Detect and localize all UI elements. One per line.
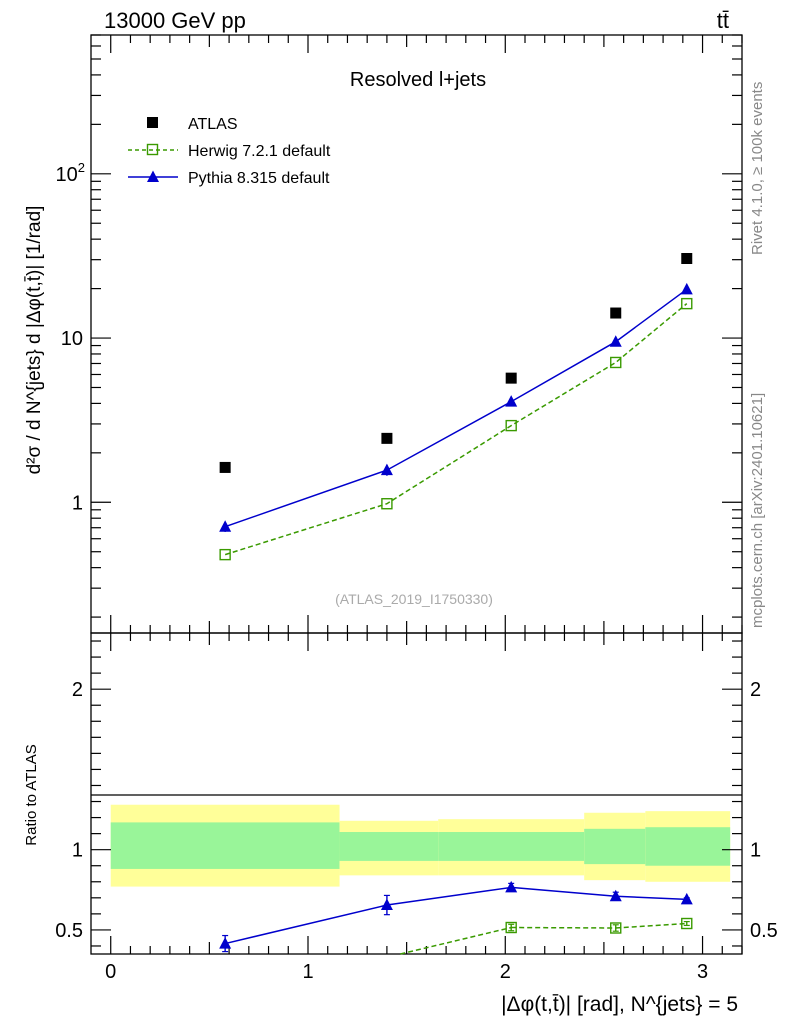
main-y-tick-labels: 1 10 102 (56, 160, 85, 514)
ratio-band-green (339, 832, 439, 861)
ratio-series-line (224, 886, 687, 945)
ratio-band-green (645, 827, 731, 866)
ratio-y-tick-label-right: 2 (750, 679, 761, 701)
main-marker-pythia (380, 463, 393, 476)
main-series-line (224, 303, 688, 556)
main-y-tick-label: 10 (61, 328, 83, 350)
main-title: Resolved l+jets (350, 69, 486, 91)
legend: ATLAS Herwig 7.2.1 default Pythia 8.315 … (128, 116, 331, 187)
ratio-series-lines (224, 886, 687, 955)
ratio-y-tick-label-right: 1 (750, 840, 761, 862)
process-label: tt̄ (717, 8, 729, 33)
ratio-plot-frame (90, 632, 743, 955)
x-tick-label: 1 (302, 961, 313, 983)
main-marker-atlas (381, 432, 393, 444)
x-tick-label: 3 (697, 961, 708, 983)
ratio-y-tick-labels: 0.5 0.5 1 1 2 2 (55, 679, 778, 942)
x-axis-label: |Δφ(t,t̄)| [rad], N^{jets} = 5 (501, 993, 738, 1016)
ratio-band-green (438, 832, 585, 861)
main-y-tick-label: 102 (56, 160, 85, 186)
analysis-watermark: (ATLAS_2019_I1750330) (335, 591, 493, 607)
ratio-y-tick-label-left: 0.5 (55, 920, 83, 942)
ratio-marker-pythia (380, 898, 393, 911)
ratio-band-green (110, 822, 340, 869)
main-marker-atlas (681, 252, 693, 264)
main-y-axis-label: d²σ / d N^{jets} d |Δφ(t,t̄)| [1/rad] (24, 206, 45, 475)
ratio-y-axis-label: Ratio to ATLAS (23, 744, 40, 845)
legend-herwig-label: Herwig 7.2.1 default (188, 143, 331, 160)
x-tick-label: 0 (105, 961, 116, 983)
main-series-line (224, 288, 688, 528)
rivet-side-label: Rivet 4.1.0, ≥ 100k events (749, 82, 766, 255)
energy-label: 13000 GeV pp (104, 8, 246, 33)
mcplots-side-label: mcplots.cern.ch [arXiv:2401.10621] (749, 393, 766, 628)
main-marker-herwig (381, 498, 393, 510)
x-tick-label: 2 (500, 961, 511, 983)
ratio-marker-pythia (680, 892, 693, 905)
ratio-uncertainty-bands (110, 804, 731, 887)
main-marker-atlas (610, 307, 622, 319)
main-marker-herwig (610, 356, 622, 369)
legend-atlas-label: ATLAS (188, 116, 238, 133)
main-marker-pythia (680, 282, 693, 295)
ratio-axis-ticks (91, 633, 743, 954)
ratio-y-tick-label-left: 2 (72, 679, 83, 701)
legend-pythia-label: Pythia 8.315 default (188, 170, 330, 187)
main-panel: 1 10 102 Resolved l+jets (ATLAS_2019_I1750… (24, 34, 743, 634)
main-marker-pythia (219, 520, 232, 532)
x-tick-labels: 0 1 2 3 (105, 961, 708, 983)
ratio-marker-pythia (219, 937, 232, 949)
main-series-lines (224, 288, 688, 556)
ratio-marker-pythia (609, 889, 622, 902)
ratio-marker-herwig (610, 922, 622, 934)
main-marker-atlas (219, 461, 231, 473)
main-marker-atlas (505, 372, 517, 384)
ratio-band-green (584, 828, 646, 865)
ratio-marker-herwig (681, 917, 693, 930)
main-series-markers (219, 252, 693, 561)
ratio-series-markers (219, 880, 693, 953)
ratio-y-tick-label-right: 0.5 (750, 920, 778, 942)
main-marker-pythia (505, 395, 518, 407)
ratio-panel: 0.5 0.5 1 1 2 2 0 1 2 3 Ratio to ATLAS |Δφ(t,t̄)… (23, 632, 778, 1016)
main-y-tick-label: 1 (72, 492, 83, 514)
ratio-marker-pythia (505, 880, 518, 893)
ratio-marker-herwig (505, 921, 517, 934)
ratio-y-tick-label-left: 1 (72, 840, 83, 862)
main-marker-pythia (609, 335, 622, 347)
main-marker-herwig (681, 297, 693, 310)
main-marker-herwig (219, 548, 231, 561)
legend-pythia-marker (147, 170, 159, 182)
ratio-series-line (400, 922, 687, 955)
main-axis-ticks (91, 34, 743, 633)
legend-atlas-marker (147, 117, 158, 128)
main-marker-herwig (505, 419, 517, 432)
legend-herwig-marker (146, 143, 159, 156)
